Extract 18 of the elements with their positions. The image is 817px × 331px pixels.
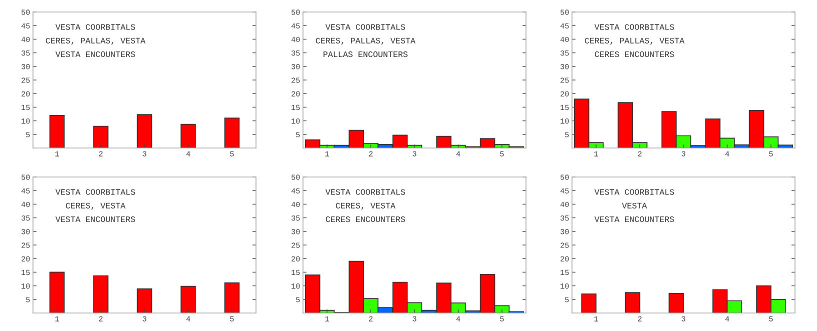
annotation: VESTA COORBITALS	[594, 24, 674, 30]
annotation: CERES ENCOUNTERS	[594, 51, 674, 58]
annotation: VESTA COORBITALS	[594, 189, 674, 195]
annotation: CERES, PALLAS, VESTA	[46, 38, 146, 45]
annotation: CERES, VESTA	[336, 202, 396, 210]
annotation: VESTA COORBITALS	[55, 189, 136, 195]
annotation: VESTA COORBITALS	[55, 24, 136, 30]
annotation: CERES, PALLAS, VESTA	[316, 38, 416, 45]
annotation: VESTA	[622, 202, 647, 208]
annotation: VESTA ENCOUNTERS	[594, 216, 674, 222]
annotation: CERES, PALLAS, VESTA	[584, 38, 684, 45]
annotation: CERES ENCOUNTERS	[326, 216, 406, 222]
annotation: VESTA ENCOUNTERS	[55, 216, 136, 222]
annotation: VESTA ENCOUNTERS	[55, 51, 136, 58]
annotation: PALLAS ENCOUNTERS	[324, 51, 408, 58]
annotation: CERES, VESTA	[66, 202, 126, 210]
annotation: VESTA COORBITALS	[325, 24, 406, 30]
annotation: VESTA COORBITALS	[325, 189, 406, 195]
